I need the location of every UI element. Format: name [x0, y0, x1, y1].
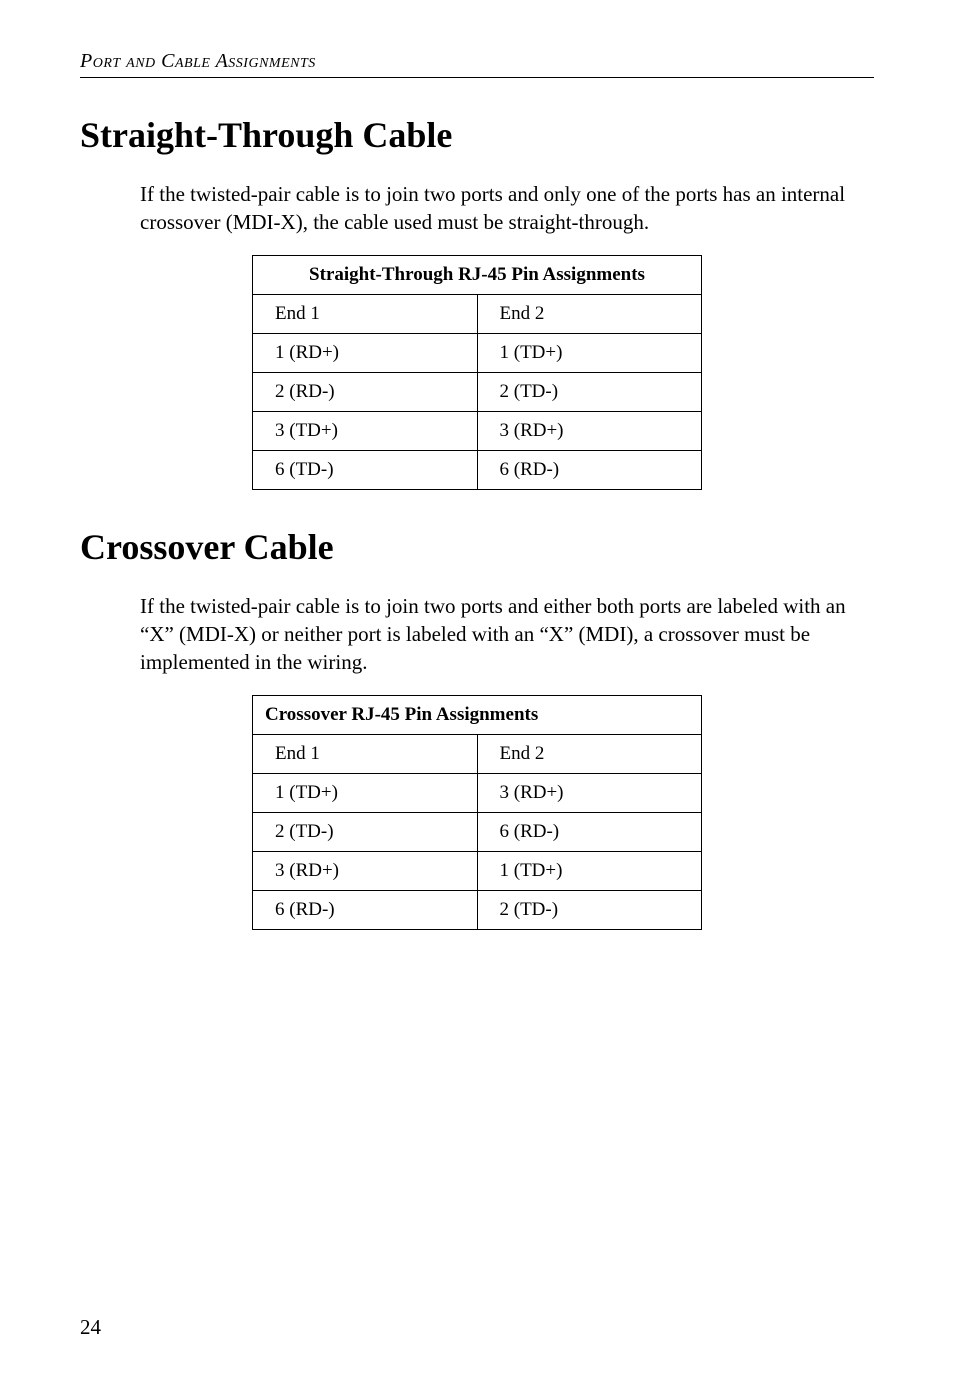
table-cell: 6 (RD-) [477, 812, 702, 851]
table-cell: 3 (RD+) [253, 851, 478, 890]
page-number: 24 [80, 1315, 101, 1340]
header-rule [80, 77, 874, 78]
table-cell: 2 (TD-) [253, 812, 478, 851]
table-cell: 3 (TD+) [253, 411, 478, 450]
section2-paragraph: If the twisted-pair cable is to join two… [140, 592, 874, 677]
table-cell: 3 (RD+) [477, 411, 702, 450]
table-header-cell: End 2 [477, 294, 702, 333]
table-row: 2 (RD-) 2 (TD-) [253, 372, 702, 411]
table-row: 3 (RD+) 1 (TD+) [253, 851, 702, 890]
section1-paragraph: If the twisted-pair cable is to join two… [140, 180, 874, 237]
table-cell: 6 (RD-) [477, 450, 702, 489]
table-cell: 6 (TD-) [253, 450, 478, 489]
table-header-cell: End 2 [477, 734, 702, 773]
table-header-row: End 1 End 2 [253, 734, 702, 773]
crossover-table: Crossover RJ-45 Pin Assignments End 1 En… [252, 695, 702, 930]
table-cell: 1 (TD+) [253, 773, 478, 812]
table-cell: 2 (TD-) [477, 372, 702, 411]
table-title: Crossover RJ-45 Pin Assignments [253, 695, 702, 734]
table-row: 2 (TD-) 6 (RD-) [253, 812, 702, 851]
table-header-cell: End 1 [253, 734, 478, 773]
table-row: 1 (TD+) 3 (RD+) [253, 773, 702, 812]
table-header-cell: End 1 [253, 294, 478, 333]
table-row: 6 (TD-) 6 (RD-) [253, 450, 702, 489]
table-cell: 2 (RD-) [253, 372, 478, 411]
section1-heading: Straight-Through Cable [80, 114, 874, 156]
table-title-row: Straight-Through RJ-45 Pin Assignments [253, 255, 702, 294]
table-cell: 2 (TD-) [477, 890, 702, 929]
table-row: 6 (RD-) 2 (TD-) [253, 890, 702, 929]
table-row: 3 (TD+) 3 (RD+) [253, 411, 702, 450]
table-row: 1 (RD+) 1 (TD+) [253, 333, 702, 372]
table-cell: 1 (TD+) [477, 333, 702, 372]
table-cell: 1 (TD+) [477, 851, 702, 890]
straight-through-table: Straight-Through RJ-45 Pin Assignments E… [252, 255, 702, 490]
table-title-row: Crossover RJ-45 Pin Assignments [253, 695, 702, 734]
section2-heading: Crossover Cable [80, 526, 874, 568]
table-header-row: End 1 End 2 [253, 294, 702, 333]
table-cell: 3 (RD+) [477, 773, 702, 812]
table-cell: 6 (RD-) [253, 890, 478, 929]
table-cell: 1 (RD+) [253, 333, 478, 372]
running-header: Port and Cable Assignments [80, 50, 874, 73]
table-title: Straight-Through RJ-45 Pin Assignments [253, 255, 702, 294]
